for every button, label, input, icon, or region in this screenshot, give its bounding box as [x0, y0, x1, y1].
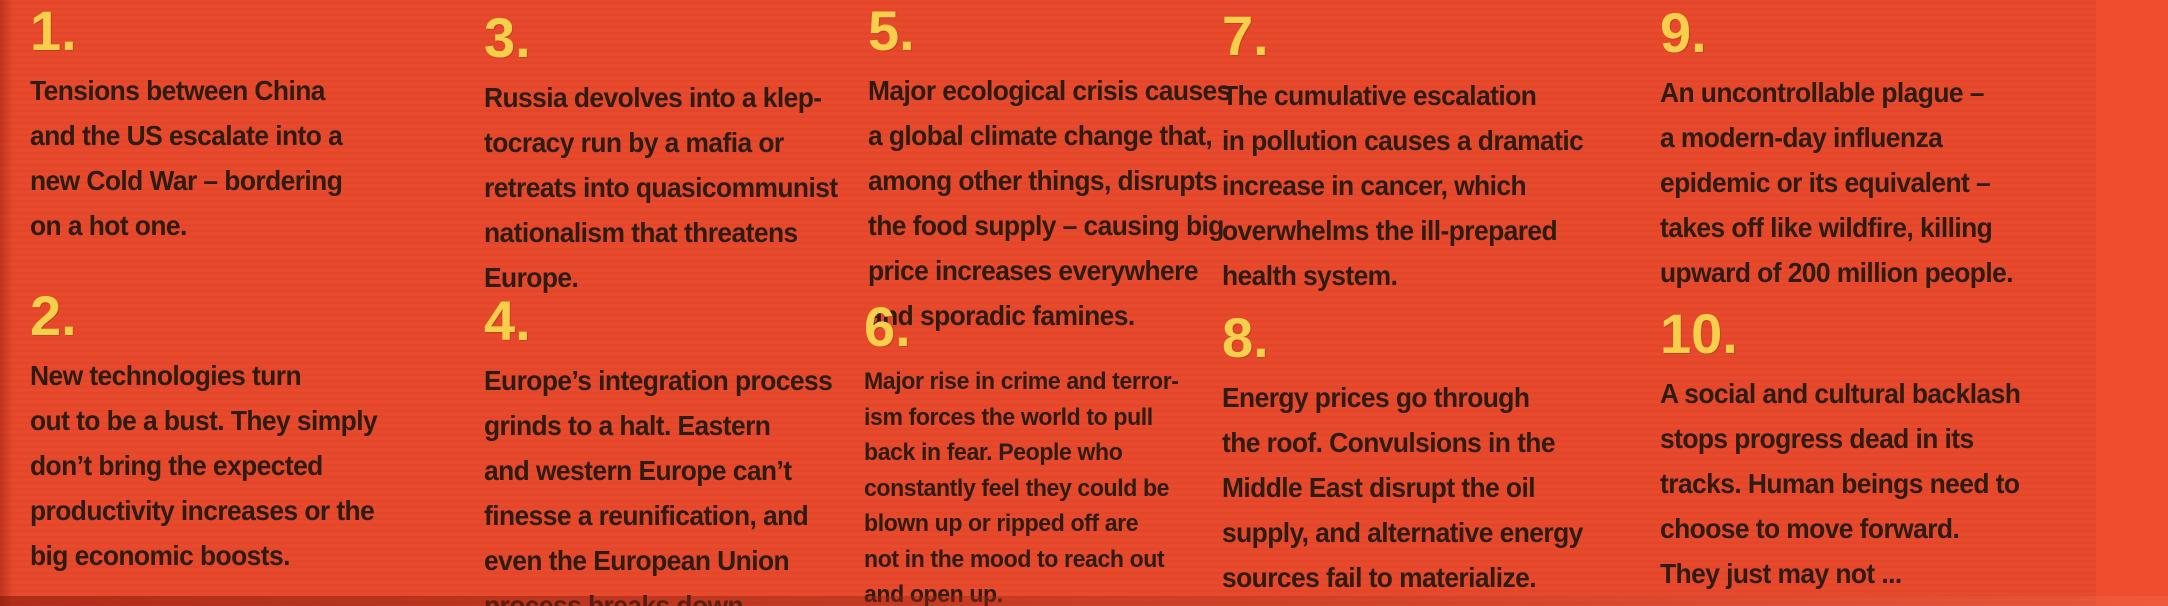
item-text: Major ecological crisis causes a global …	[868, 75, 1231, 331]
item-text: Tensions between China and the US escala…	[30, 75, 343, 241]
item-number: 7.	[1222, 4, 1269, 67]
item-number: 4.	[484, 289, 531, 352]
scenario-item-5: 5. Major ecological crisis causes a glob…	[868, 3, 1328, 338]
scan-edge-left	[0, 0, 13, 606]
scenario-item-9: 9. An uncontrollable plague – a modern-d…	[1660, 5, 2140, 295]
item-number: 8.	[1222, 306, 1269, 369]
scenario-item-6: 6. Major rise in crime and terror- ism f…	[864, 299, 1304, 606]
item-text: Major rise in crime and terror- ism forc…	[864, 368, 1179, 606]
item-text: Energy prices go through the roof. Convu…	[1222, 382, 1583, 593]
item-text: The cumulative escalation in pollution c…	[1222, 80, 1584, 291]
scenario-item-10: 10. A social and cultural backlash stops…	[1660, 306, 2140, 596]
item-number: 9.	[1660, 1, 1707, 64]
scenario-item-2: 2. New technologies turn out to be a bus…	[30, 288, 510, 578]
item-text: An uncontrollable plague – a modern-day …	[1660, 77, 2014, 288]
item-text: A social and cultural backlash stops pro…	[1660, 378, 2021, 589]
item-number: 1.	[30, 0, 77, 62]
scenario-item-8: 8. Energy prices go through the roof. Co…	[1222, 310, 1682, 600]
item-number: 10.	[1660, 302, 1738, 365]
item-number: 6.	[864, 295, 911, 358]
scenario-item-3: 3. Russia devolves into a klep- tocracy …	[484, 10, 954, 300]
scenario-item-7: 7. The cumulative escalation in pollutio…	[1222, 8, 1682, 298]
scenario-item-1: 1. Tensions between China and the US esc…	[30, 3, 500, 248]
item-number: 2.	[30, 284, 77, 347]
item-text: Russia devolves into a klep- tocracy run…	[484, 82, 838, 293]
item-number: 5.	[868, 0, 915, 62]
item-number: 3.	[484, 6, 531, 69]
item-text: New technologies turn out to be a bust. …	[30, 360, 378, 571]
